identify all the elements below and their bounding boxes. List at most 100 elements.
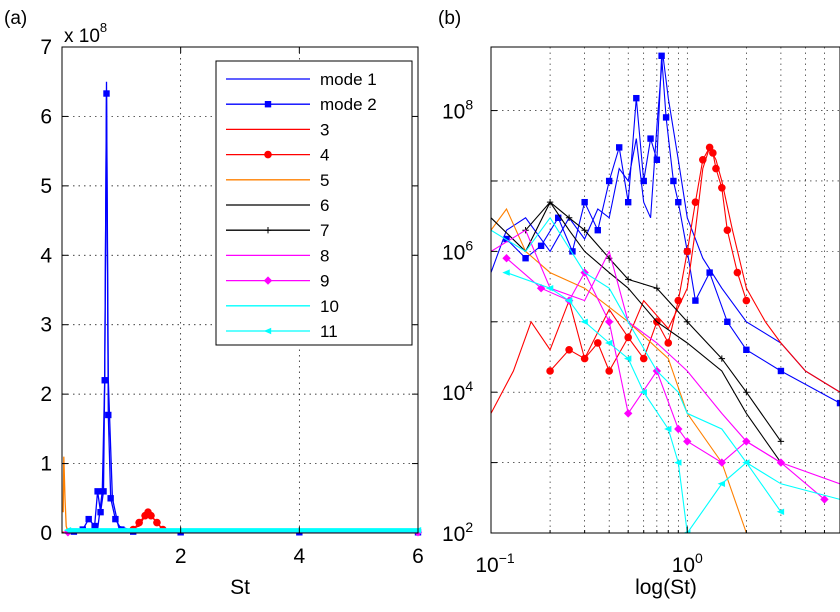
y-tick-label: 2 xyxy=(40,383,52,406)
legend-label: 3 xyxy=(320,120,329,139)
legend-marker xyxy=(263,327,272,335)
data-point xyxy=(705,143,714,152)
series-mode-2 xyxy=(503,52,840,407)
data-point xyxy=(580,318,588,325)
legend-label: 9 xyxy=(320,272,329,291)
data-point xyxy=(742,459,750,466)
series-4 xyxy=(546,143,751,375)
x-tick-label: 4 xyxy=(293,545,305,568)
legend-entry: 9 xyxy=(226,272,329,291)
legend-box xyxy=(215,60,413,346)
series-line xyxy=(491,145,840,414)
legend-label: 10 xyxy=(320,297,339,316)
series-line xyxy=(491,201,782,463)
legend: mode 1 mode 2 3 4 5 6 7 8 9 10 11 xyxy=(215,60,413,346)
data-point xyxy=(724,318,731,325)
data-point xyxy=(94,488,101,495)
data-point xyxy=(604,339,613,347)
data-point xyxy=(97,508,104,516)
data-point xyxy=(624,198,632,206)
data-point xyxy=(662,114,670,121)
data-point xyxy=(624,333,632,342)
data-point xyxy=(683,437,692,446)
data-point xyxy=(569,248,576,255)
panel-b-label: (b) xyxy=(438,8,461,29)
data-point xyxy=(820,495,829,504)
data-point xyxy=(624,276,632,283)
data-point xyxy=(103,90,110,97)
panel-b-x-axis-label: log(St) xyxy=(635,576,697,599)
y-tick-label: 3 xyxy=(40,314,52,337)
data-point xyxy=(742,296,751,305)
data-point xyxy=(565,346,573,354)
legend-label: 8 xyxy=(320,246,329,265)
data-point xyxy=(717,458,727,467)
data-point xyxy=(664,425,672,433)
y-tick-label: 106 xyxy=(442,237,473,264)
series-6 xyxy=(491,201,782,463)
data-point xyxy=(502,269,510,276)
legend-label: 4 xyxy=(320,146,329,165)
data-point xyxy=(503,235,510,243)
data-point xyxy=(105,411,112,419)
data-point xyxy=(63,528,73,537)
data-point xyxy=(594,226,601,234)
data-point xyxy=(718,184,726,192)
data-point xyxy=(683,247,692,256)
data-point xyxy=(605,177,613,185)
x-tick-label: 6 xyxy=(412,545,424,568)
legend-marker xyxy=(264,150,272,159)
y-tick-label: 7 xyxy=(40,36,52,59)
panel-b-y-ticks: 102 104 106 108 xyxy=(442,97,497,546)
data-point xyxy=(546,367,554,375)
data-point xyxy=(706,269,713,276)
data-point xyxy=(777,367,785,375)
panel-a-y-ticks: 0 1 2 3 4 5 6 7 xyxy=(40,36,418,545)
data-point xyxy=(147,511,155,520)
data-point xyxy=(712,164,720,173)
data-point xyxy=(564,297,573,304)
data-point xyxy=(836,399,840,407)
data-point xyxy=(593,339,602,347)
data-point xyxy=(776,508,785,516)
panel-a-axes-box xyxy=(61,46,419,534)
data-point xyxy=(664,339,673,347)
panel-b-curves xyxy=(491,52,840,533)
data-point xyxy=(647,135,654,142)
data-point xyxy=(742,437,751,446)
series-line xyxy=(491,53,840,393)
data-point xyxy=(743,388,750,396)
data-point xyxy=(63,527,72,534)
data-point xyxy=(522,255,529,262)
legend-entry: 6 xyxy=(226,196,329,215)
data-point xyxy=(674,296,683,305)
x-tick-label: 10−1 xyxy=(475,550,515,577)
panel-a-label: (a) xyxy=(4,8,27,29)
y-tick-label: 104 xyxy=(442,378,473,405)
data-point xyxy=(581,198,588,206)
legend-label: 11 xyxy=(320,322,338,341)
y-tick-label: 0 xyxy=(40,522,52,545)
legend-marker xyxy=(264,227,272,234)
data-point xyxy=(658,52,665,59)
y-tick-label: 108 xyxy=(442,97,473,124)
data-point xyxy=(100,488,107,495)
legend-entry: mode 1 xyxy=(226,70,377,89)
data-point xyxy=(91,522,98,530)
legend-label: mode 1 xyxy=(320,70,377,89)
data-point xyxy=(633,94,640,102)
data-point xyxy=(723,226,732,234)
y-tick-label: 5 xyxy=(40,175,52,198)
y-tick-label: 4 xyxy=(40,244,52,267)
panel-a-x-axis-label: St xyxy=(230,576,250,599)
legend-entry: mode 2 xyxy=(226,95,377,114)
legend-entry: 8 xyxy=(226,246,329,265)
data-point xyxy=(653,284,661,292)
legend-entry: 11 xyxy=(226,322,338,341)
data-point xyxy=(546,198,554,206)
legend-entry: 5 xyxy=(226,171,329,190)
data-point xyxy=(112,515,119,523)
series-5 xyxy=(491,207,747,533)
data-point xyxy=(604,317,614,326)
